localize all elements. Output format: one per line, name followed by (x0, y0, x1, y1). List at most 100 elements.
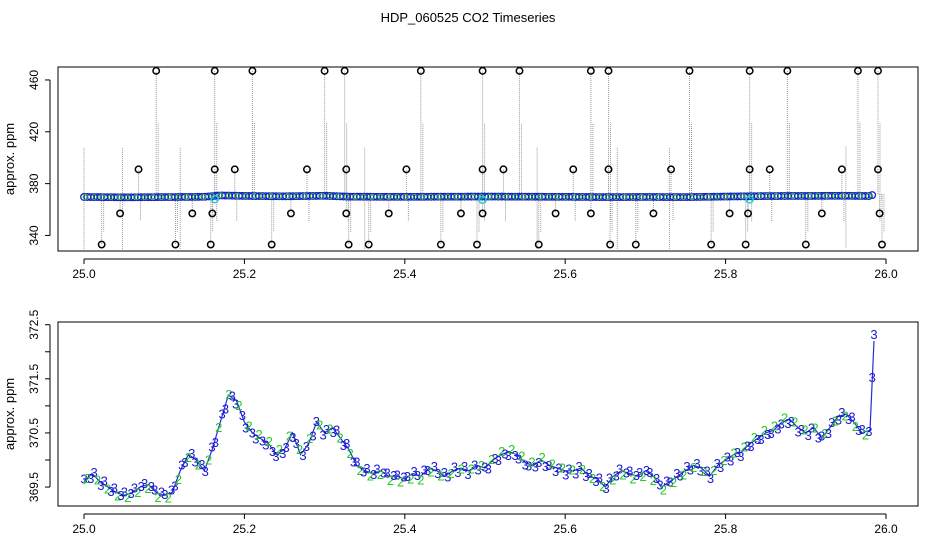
baseline-point-green (562, 193, 569, 200)
point-label-2: 2 (458, 461, 465, 476)
baseline-point-green (596, 194, 603, 201)
baseline-point-green (444, 193, 451, 200)
point-label-3: 3 (202, 464, 209, 479)
point-label-3: 3 (128, 486, 135, 501)
point-label-3: 3 (835, 413, 842, 428)
bottom-x-tick-label: 25.4 (393, 522, 417, 536)
spike-point (874, 165, 882, 174)
point-label-3: 3 (131, 481, 138, 496)
point-label-3: 3 (340, 438, 347, 453)
baseline-point-green (461, 193, 468, 200)
point-label-2: 2 (266, 434, 273, 449)
baseline-point-green (385, 193, 392, 200)
point-label-3: 3 (788, 414, 795, 429)
point-label-3: 3 (582, 469, 589, 484)
point-label-2: 2 (488, 452, 495, 467)
point-label-3: 3 (535, 455, 542, 470)
point-label-2: 2 (427, 465, 434, 480)
point-label-2: 2 (154, 490, 161, 505)
point-label-2: 2 (235, 398, 242, 413)
point-label-3: 3 (697, 463, 704, 478)
baseline-point-green (739, 193, 746, 200)
point-label-3: 3 (845, 412, 852, 427)
point-label-3: 3 (586, 466, 593, 481)
baseline-point-green (655, 194, 662, 201)
baseline-point-green (225, 192, 232, 199)
baseline-point-green (335, 193, 342, 200)
point-label-3: 3 (431, 459, 438, 474)
spike-point (631, 240, 640, 249)
baseline-point-green (680, 194, 687, 201)
point-label-3: 3 (768, 426, 775, 441)
spike-point (364, 240, 373, 249)
point-label-3: 3 (313, 414, 320, 429)
bottom-y-tick-label: 370.5 (27, 418, 41, 448)
point-label-2: 2 (559, 461, 566, 476)
point-label-2: 2 (144, 481, 151, 496)
point-label-3: 3 (592, 474, 599, 489)
point-label-3: 3 (687, 463, 694, 478)
point-label-2: 2 (387, 473, 394, 488)
point-label-2: 2 (367, 468, 374, 483)
baseline-point-green (411, 193, 418, 200)
point-label-2: 2 (700, 464, 707, 479)
point-label-2: 2 (175, 472, 182, 487)
spike-point (604, 165, 613, 174)
baseline-point-green (714, 193, 721, 200)
point-label-3: 3 (784, 416, 791, 431)
bottom-y-axis: 369.5 370.5 371.5 372.5 (27, 309, 51, 502)
spike-point (744, 209, 753, 218)
baseline-point-green (722, 193, 729, 200)
point-label-3: 3 (572, 467, 579, 482)
baseline-point-green (343, 193, 350, 200)
bottom-x-tick-label: 25.6 (554, 522, 578, 536)
point-label-3: 3 (299, 448, 306, 463)
point-label-3: 3 (218, 406, 225, 421)
spike-point (604, 66, 613, 75)
point-label-2: 2 (852, 419, 859, 434)
baseline-point-green (823, 192, 830, 199)
baseline-point-green (360, 193, 367, 200)
point-label-3: 3 (158, 485, 165, 500)
baseline-point-green (731, 193, 738, 200)
baseline-point-green (217, 192, 224, 199)
point-label-3: 3 (869, 370, 876, 385)
point-label-3: 3 (360, 465, 367, 480)
top-y-tick-label: 460 (27, 70, 41, 90)
point-label-2: 2 (862, 427, 869, 442)
spike-point (188, 209, 197, 218)
point-label-2: 2 (528, 454, 535, 469)
point-label-3: 3 (552, 464, 559, 479)
baseline-point-green (773, 193, 780, 200)
point-label-2: 2 (690, 460, 697, 475)
baseline-point-green (604, 194, 611, 201)
point-label-2: 2 (640, 469, 647, 484)
top-x-tick-label: 26.0 (874, 267, 898, 281)
baseline-point-green (705, 193, 712, 200)
spike-point (783, 66, 792, 75)
baseline-point-green (91, 194, 98, 201)
baseline-point-green (756, 193, 763, 200)
point-label-3: 3 (101, 474, 108, 489)
point-label-3: 3 (320, 428, 327, 443)
spike-point (134, 165, 143, 174)
baseline-point-green (267, 193, 274, 200)
spike-point (267, 240, 276, 249)
spike-point (436, 240, 445, 249)
point-label-3: 3 (481, 459, 488, 474)
point-label-3: 3 (394, 467, 401, 482)
point-label-2: 2 (670, 475, 677, 490)
point-label-3: 3 (474, 463, 481, 478)
point-label-2: 2 (377, 467, 384, 482)
baseline-point-green (149, 194, 156, 201)
point-label-3: 3 (471, 457, 478, 472)
baseline-point-green (832, 192, 839, 199)
top-x-tick-label: 25.0 (72, 267, 96, 281)
point-label-3: 3 (525, 458, 532, 473)
bottom-panel: 3233233233233233233233233233233233233233… (2, 309, 919, 536)
baseline-point-green (318, 192, 325, 199)
highlight-point (478, 195, 487, 205)
highlight-point (210, 194, 219, 204)
bottom-y-tick-label: 371.5 (27, 363, 41, 393)
